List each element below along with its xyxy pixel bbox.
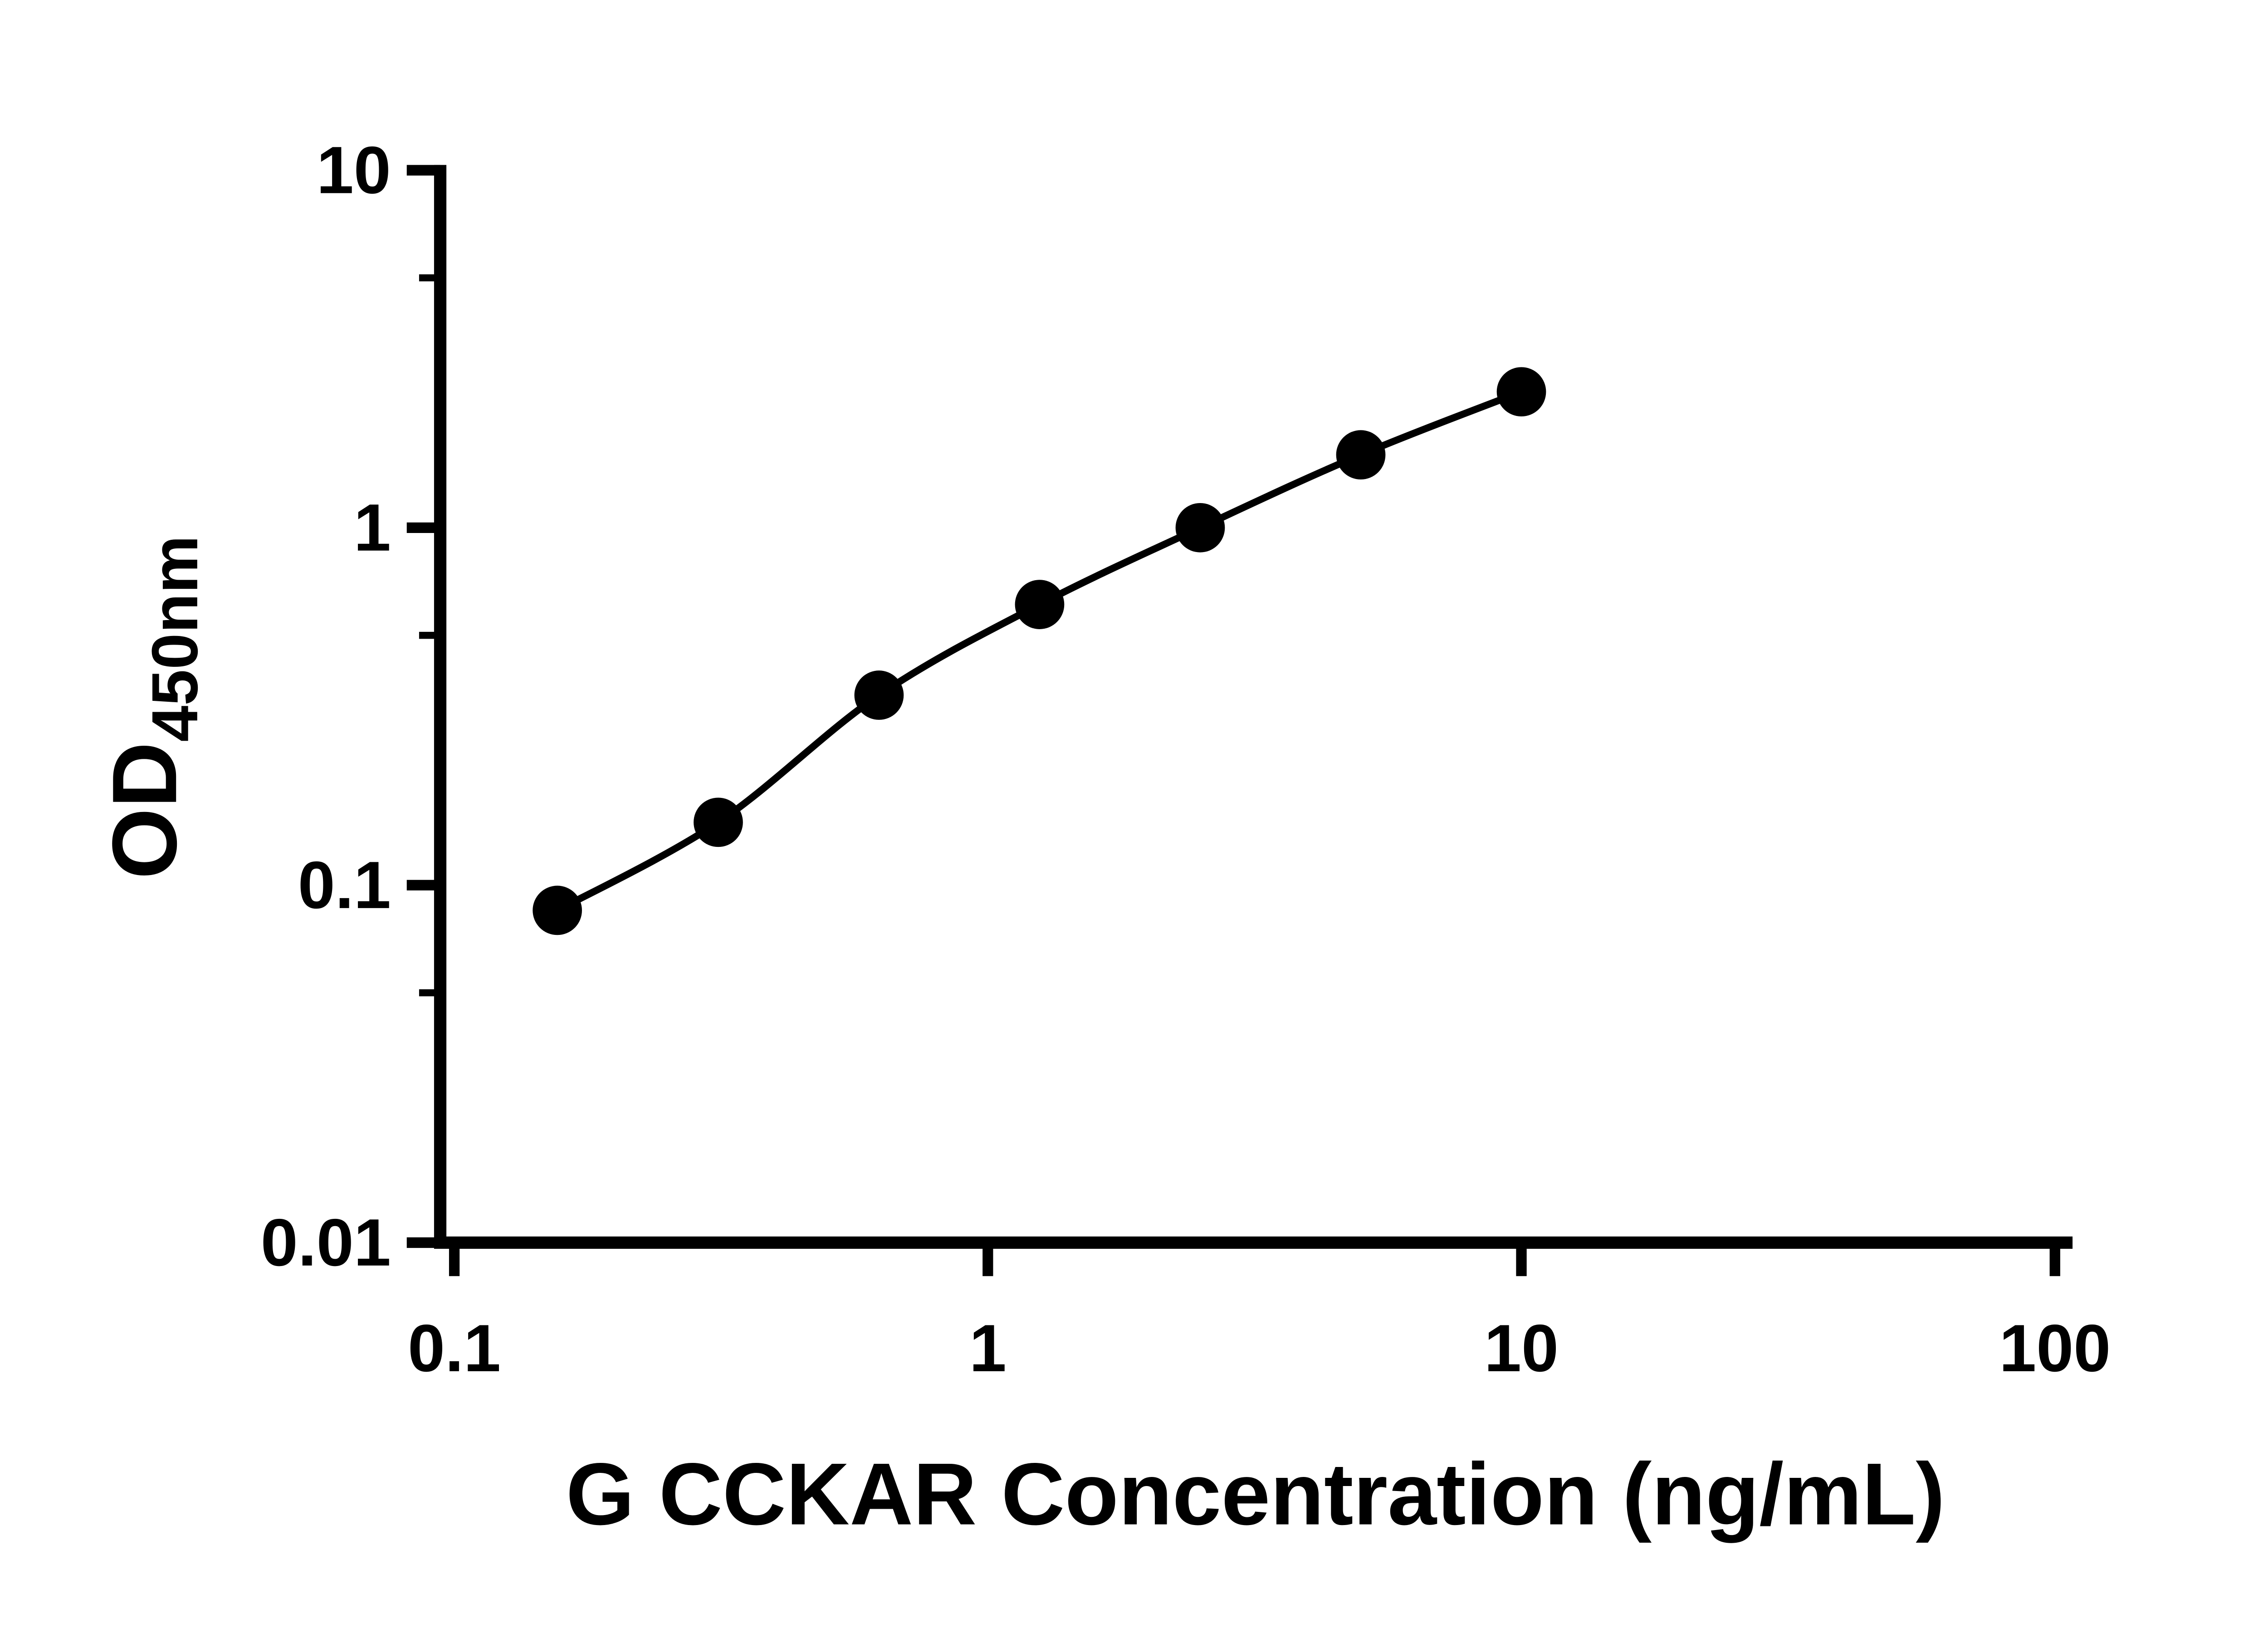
axis-lines [434, 165, 2073, 1249]
x-axis-ticks: 0.1 1 10 100 [408, 1242, 2111, 1386]
data-point-marker [694, 797, 743, 847]
y-tick-label: 1 [354, 490, 391, 565]
data-point-marker [854, 670, 904, 720]
x-tick-label: 100 [1999, 1311, 2111, 1386]
y-axis-title-subscript: 450nm [139, 535, 211, 742]
y-axis-minor-ticks [419, 274, 440, 997]
data-point-marker [1496, 367, 1546, 417]
x-axis-title: G CCKAR Concentration (ng/mL) [566, 1445, 1945, 1544]
data-point-marker [1336, 430, 1386, 479]
x-tick-label: 10 [1484, 1311, 1559, 1386]
data-point-marker [1175, 503, 1225, 552]
y-tick-label: 10 [317, 133, 391, 208]
data-points [533, 367, 1546, 935]
data-point-marker [533, 885, 582, 935]
y-tick-label: 0.01 [261, 1205, 391, 1280]
y-tick-label: 0.1 [298, 848, 391, 923]
x-tick-label: 0.1 [408, 1311, 501, 1386]
y-axis-title: OD450nm [93, 535, 211, 879]
data-point-marker [1015, 580, 1065, 629]
y-axis-title-main: OD [93, 742, 196, 879]
axes [434, 165, 2073, 1249]
x-tick-label: 1 [969, 1311, 1007, 1386]
y-axis-ticks: 10 1 0.1 0.01 [261, 133, 440, 1280]
